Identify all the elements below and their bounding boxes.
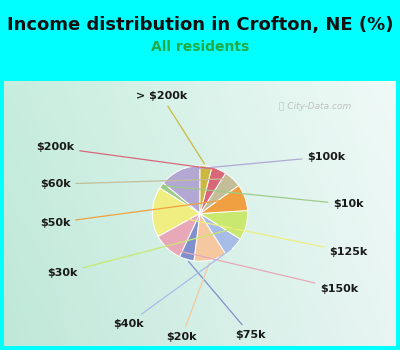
Text: $40k: $40k xyxy=(113,249,232,329)
Text: > $200k: > $200k xyxy=(136,91,204,164)
Wedge shape xyxy=(152,188,200,237)
Wedge shape xyxy=(160,183,200,214)
Text: $75k: $75k xyxy=(188,261,266,340)
Text: $100k: $100k xyxy=(182,152,346,170)
Text: $50k: $50k xyxy=(40,198,242,228)
Wedge shape xyxy=(158,214,200,257)
Wedge shape xyxy=(200,167,226,214)
Wedge shape xyxy=(163,166,200,214)
Text: $200k: $200k xyxy=(36,142,216,169)
Text: $125k: $125k xyxy=(155,212,368,257)
Wedge shape xyxy=(194,214,226,261)
Text: $30k: $30k xyxy=(47,226,244,278)
Text: $60k: $60k xyxy=(40,179,230,189)
Wedge shape xyxy=(200,210,248,239)
Text: All residents: All residents xyxy=(151,40,249,54)
Wedge shape xyxy=(200,166,212,214)
Wedge shape xyxy=(180,214,200,261)
Wedge shape xyxy=(200,186,248,214)
Text: $20k: $20k xyxy=(166,262,210,342)
Wedge shape xyxy=(200,214,240,254)
Text: $10k: $10k xyxy=(164,186,364,209)
Text: ⓘ City-Data.com: ⓘ City-Data.com xyxy=(279,102,351,111)
Text: $150k: $150k xyxy=(170,249,358,294)
Wedge shape xyxy=(200,173,238,214)
Text: Income distribution in Crofton, NE (%): Income distribution in Crofton, NE (%) xyxy=(7,16,393,34)
